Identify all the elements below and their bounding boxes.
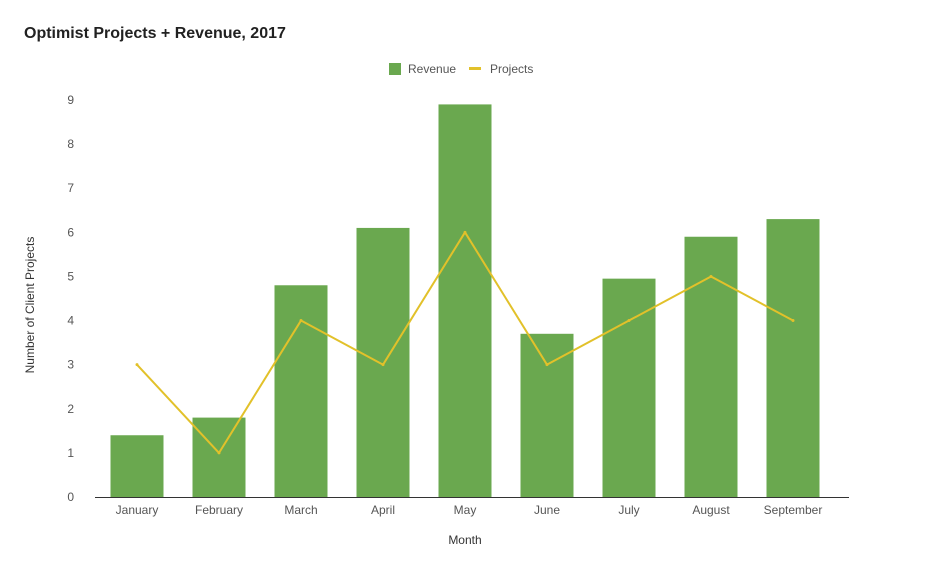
revenue-bar-march[interactable] — [274, 285, 328, 497]
x-tick-label: March — [284, 503, 317, 517]
y-tick-label: 2 — [67, 402, 74, 416]
x-tick-label: August — [692, 503, 730, 517]
projects-point-may[interactable] — [463, 230, 467, 234]
legend-swatch-projects — [469, 67, 481, 70]
revenue-bar-august[interactable] — [684, 236, 738, 497]
legend-item-projects[interactable]: Projects — [469, 62, 533, 76]
projects-point-august[interactable] — [709, 274, 713, 278]
revenue-bar-june[interactable] — [520, 333, 574, 497]
legend-item-revenue[interactable]: Revenue — [389, 62, 456, 76]
x-tick-label: February — [195, 503, 243, 517]
legend[interactable]: Revenue Projects — [389, 62, 533, 76]
y-tick-label: 8 — [67, 137, 74, 151]
revenue-bar-september[interactable] — [766, 219, 820, 497]
x-tick-label: July — [618, 503, 639, 517]
projects-line-layer — [135, 230, 795, 455]
x-axis-ticks: January February March April May June July Augu… — [116, 503, 823, 517]
x-axis-title: Month — [448, 533, 481, 547]
projects-point-july[interactable] — [627, 319, 631, 323]
y-axis-ticks: 0 1 2 3 4 5 6 7 8 9 — [67, 93, 74, 504]
y-tick-label: 3 — [67, 358, 74, 372]
x-tick-label: June — [534, 503, 560, 517]
x-tick-label: April — [371, 503, 395, 517]
y-tick-label: 1 — [67, 446, 74, 460]
legend-label-projects: Projects — [490, 62, 533, 76]
revenue-bars — [110, 104, 820, 498]
projects-point-march[interactable] — [299, 319, 303, 323]
x-tick-label: January — [116, 503, 159, 517]
projects-point-january[interactable] — [135, 363, 139, 367]
revenue-bar-may[interactable] — [438, 104, 492, 498]
y-tick-label: 4 — [67, 314, 74, 328]
projects-point-april[interactable] — [381, 363, 385, 367]
projects-point-february[interactable] — [217, 451, 221, 455]
revenue-bar-february[interactable] — [192, 417, 246, 497]
y-tick-label: 7 — [67, 181, 74, 195]
revenue-bar-january[interactable] — [110, 435, 164, 497]
revenue-bar-april[interactable] — [356, 227, 410, 497]
legend-swatch-revenue — [389, 63, 401, 75]
y-axis-title: Number of Client Projects — [23, 237, 37, 374]
y-tick-label: 6 — [67, 225, 74, 239]
projects-point-june[interactable] — [545, 363, 549, 367]
revenue-bar-july[interactable] — [602, 278, 656, 497]
projects-point-september[interactable] — [791, 319, 795, 323]
y-tick-label: 5 — [67, 269, 74, 283]
y-tick-label: 0 — [67, 490, 74, 504]
legend-label-revenue: Revenue — [408, 62, 456, 76]
chart-title: Optimist Projects + Revenue, 2017 — [24, 25, 286, 42]
x-tick-label: May — [454, 503, 477, 517]
x-tick-label: September — [764, 503, 823, 517]
y-tick-label: 9 — [67, 93, 74, 107]
